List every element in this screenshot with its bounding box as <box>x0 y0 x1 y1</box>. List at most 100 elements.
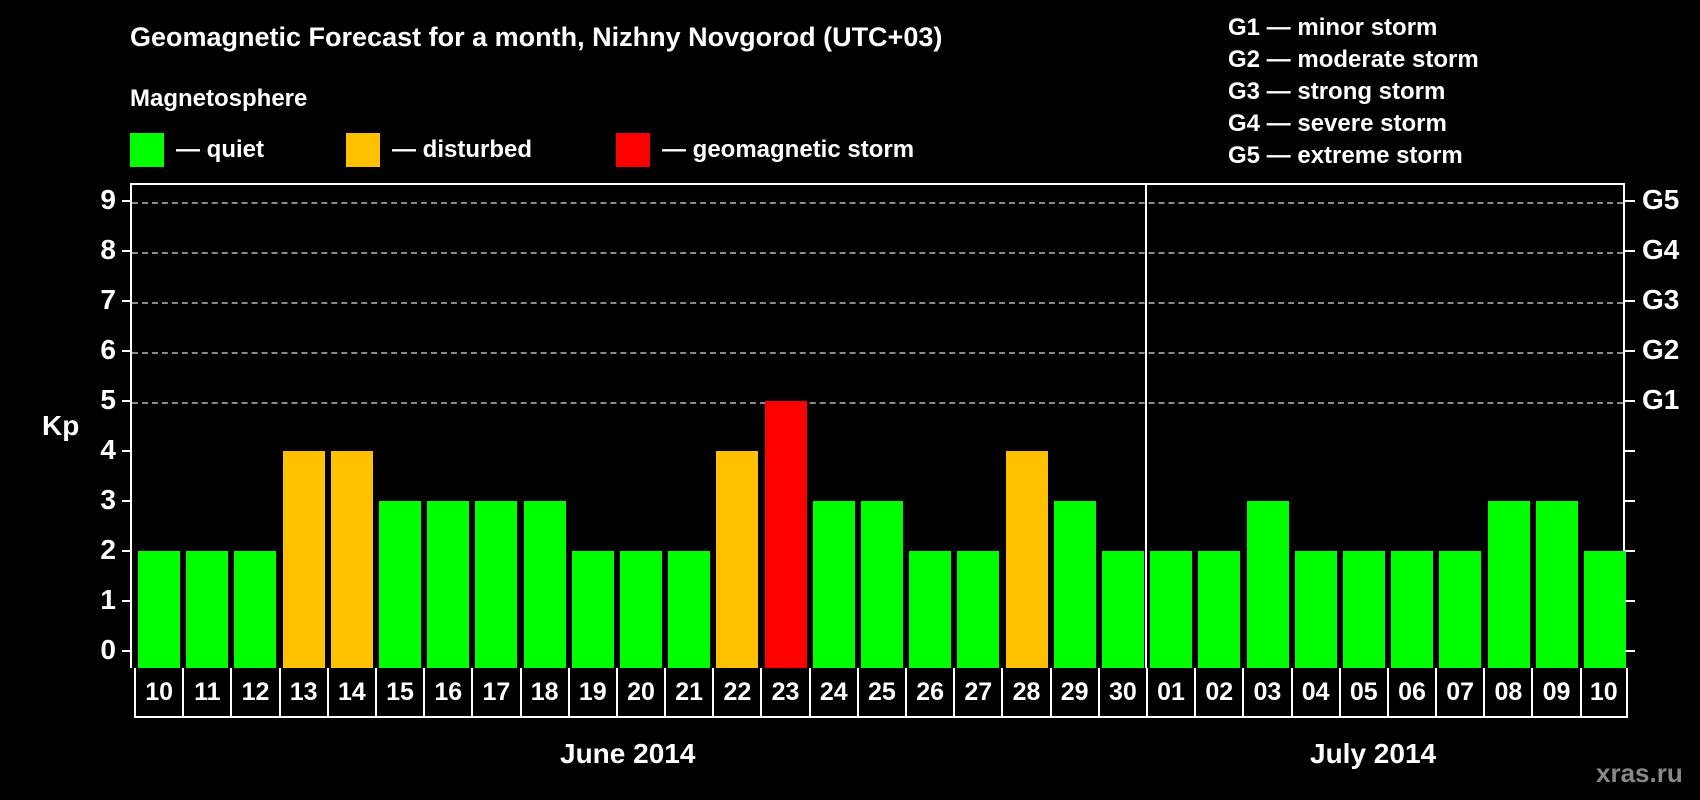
bar-09 <box>1535 501 1578 668</box>
date-label: 01 <box>1145 668 1194 716</box>
bar-08 <box>1487 501 1530 668</box>
bar-24 <box>812 501 855 668</box>
bar-15 <box>379 501 421 668</box>
bar-06 <box>1391 551 1434 668</box>
y-tick-right <box>1625 400 1635 402</box>
date-label: 09 <box>1531 668 1579 716</box>
date-label: 24 <box>808 668 857 716</box>
y-tick-label: 1 <box>100 584 116 615</box>
bar-21 <box>668 551 711 668</box>
date-label: 12 <box>230 668 278 716</box>
month-label-july: July 2014 <box>1310 738 1437 769</box>
bar-18 <box>523 501 566 668</box>
y-tick-right <box>1625 450 1635 452</box>
quiet-swatch-icon <box>130 133 164 167</box>
date-label: 22 <box>712 668 760 716</box>
bar-27 <box>957 551 1000 668</box>
g-tick-label: G1 <box>1642 384 1680 415</box>
bar-26 <box>909 551 952 668</box>
bar-05 <box>1343 551 1385 668</box>
g-scale-item: G5 — extreme storm <box>1228 142 1463 169</box>
bar-22 <box>716 451 759 668</box>
date-label: 15 <box>374 668 423 716</box>
date-label: 29 <box>1049 668 1098 716</box>
bar-03 <box>1246 501 1289 668</box>
bar-19 <box>571 551 614 668</box>
legend-storm: — geomagnetic storm <box>616 133 914 167</box>
g-tick-label: G2 <box>1642 334 1680 365</box>
grid-line <box>132 252 1623 254</box>
bar-01 <box>1150 551 1193 668</box>
bar-02 <box>1198 551 1241 668</box>
g-scale-item: G1 — minor storm <box>1228 14 1438 41</box>
grid-line <box>132 352 1623 354</box>
bar-14 <box>330 451 373 668</box>
y-tick-label: 6 <box>100 334 116 365</box>
date-label: 19 <box>567 668 616 716</box>
date-label: 08 <box>1483 668 1531 716</box>
date-label: 16 <box>423 668 471 716</box>
date-label: 25 <box>856 668 905 716</box>
y-tick <box>122 250 130 252</box>
date-label: 07 <box>1435 668 1483 716</box>
disturbed-swatch-icon <box>346 133 380 167</box>
chart-title: Geomagnetic Forecast for a month, Nizhny… <box>130 22 943 52</box>
y-tick-right <box>1625 550 1635 552</box>
y-tick-label: 8 <box>100 234 116 265</box>
date-label: 17 <box>471 668 519 716</box>
y-tick <box>122 450 130 452</box>
bar-29 <box>1053 501 1096 668</box>
y-tick-right <box>1625 250 1635 252</box>
bar-25 <box>861 501 903 668</box>
month-separator <box>1145 185 1148 668</box>
date-label: 23 <box>760 668 808 716</box>
y-tick-right <box>1625 500 1635 502</box>
y-axis-label: Kp <box>42 410 80 441</box>
y-tick <box>122 550 130 552</box>
grid-line <box>132 302 1623 304</box>
y-tick-right <box>1625 300 1635 302</box>
bar-13 <box>282 451 325 668</box>
g-scale-legend: G1 — minor storm G2 — moderate storm G3 … <box>1228 12 1479 172</box>
chart-subtitle: Magnetosphere <box>130 85 308 112</box>
legend-label: — quiet <box>176 136 264 163</box>
date-label: 05 <box>1338 668 1387 716</box>
bar-28 <box>1005 451 1048 668</box>
legend-quiet: — quiet <box>130 133 264 167</box>
y-tick <box>122 300 130 302</box>
legend-disturbed: — disturbed <box>346 133 532 167</box>
g-scale-item: G2 — moderate storm <box>1228 46 1479 73</box>
y-tick <box>122 200 130 202</box>
date-label: 30 <box>1097 668 1146 716</box>
y-tick-label: 5 <box>100 384 116 415</box>
bar-11 <box>186 551 229 668</box>
date-label: 02 <box>1194 668 1242 716</box>
date-label: 28 <box>1001 668 1049 716</box>
grid-line <box>132 202 1623 204</box>
bar-07 <box>1439 551 1482 668</box>
date-label: 20 <box>615 668 664 716</box>
y-tick-label: 4 <box>100 434 116 465</box>
bar-04 <box>1294 551 1337 668</box>
g-scale-item: G4 — severe storm <box>1228 110 1447 137</box>
date-label: 11 <box>182 668 230 716</box>
y-tick <box>122 650 130 652</box>
y-tick-label: 7 <box>100 284 116 315</box>
bar-20 <box>620 551 662 668</box>
date-label: 13 <box>278 668 327 716</box>
legend-label: — disturbed <box>392 136 533 163</box>
y-tick-right <box>1625 650 1635 652</box>
g-tick-label: G5 <box>1642 184 1680 215</box>
month-label-june: June 2014 <box>560 738 696 769</box>
bar-23 <box>764 401 807 668</box>
date-label: 04 <box>1290 668 1339 716</box>
date-label: 10 <box>1579 668 1628 716</box>
y-tick-right <box>1625 600 1635 602</box>
y-tick-label: 9 <box>100 184 116 215</box>
bar-16 <box>427 501 470 668</box>
y-tick-label: 0 <box>100 634 116 665</box>
grid-line <box>132 402 1623 404</box>
g-scale-item: G3 — strong storm <box>1228 78 1446 105</box>
bar-17 <box>475 501 518 668</box>
y-tick <box>122 400 130 402</box>
